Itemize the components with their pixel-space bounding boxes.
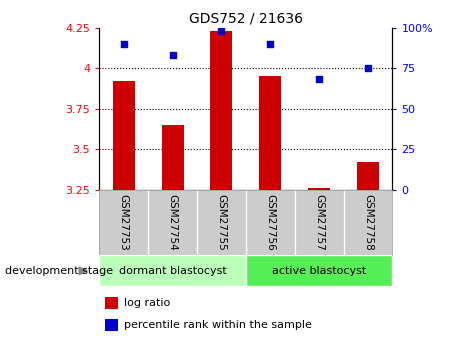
Bar — [246, 255, 392, 286]
Text: active blastocyst: active blastocyst — [272, 266, 366, 276]
Text: GSM27753: GSM27753 — [119, 194, 129, 251]
Text: GSM27757: GSM27757 — [314, 194, 324, 251]
Text: GSM27754: GSM27754 — [167, 194, 178, 251]
Point — [267, 41, 274, 47]
Point — [315, 77, 322, 82]
Text: GSM27756: GSM27756 — [265, 194, 275, 251]
Bar — [210, 31, 232, 190]
Bar — [308, 188, 330, 190]
Bar — [105, 297, 118, 309]
Title: GDS752 / 21636: GDS752 / 21636 — [189, 11, 303, 25]
Bar — [105, 319, 118, 331]
Bar — [113, 81, 135, 190]
Bar — [259, 76, 281, 190]
Text: dormant blastocyst: dormant blastocyst — [119, 266, 226, 276]
Bar — [357, 162, 379, 190]
Text: GSM27755: GSM27755 — [216, 194, 226, 251]
Text: percentile rank within the sample: percentile rank within the sample — [124, 320, 312, 330]
Point — [218, 28, 225, 33]
Point — [169, 52, 176, 58]
Text: log ratio: log ratio — [124, 298, 170, 308]
Text: GSM27758: GSM27758 — [363, 194, 373, 251]
Text: development stage: development stage — [5, 266, 113, 276]
Point — [120, 41, 127, 47]
Bar — [161, 125, 184, 190]
Point — [364, 66, 372, 71]
Bar — [99, 255, 246, 286]
